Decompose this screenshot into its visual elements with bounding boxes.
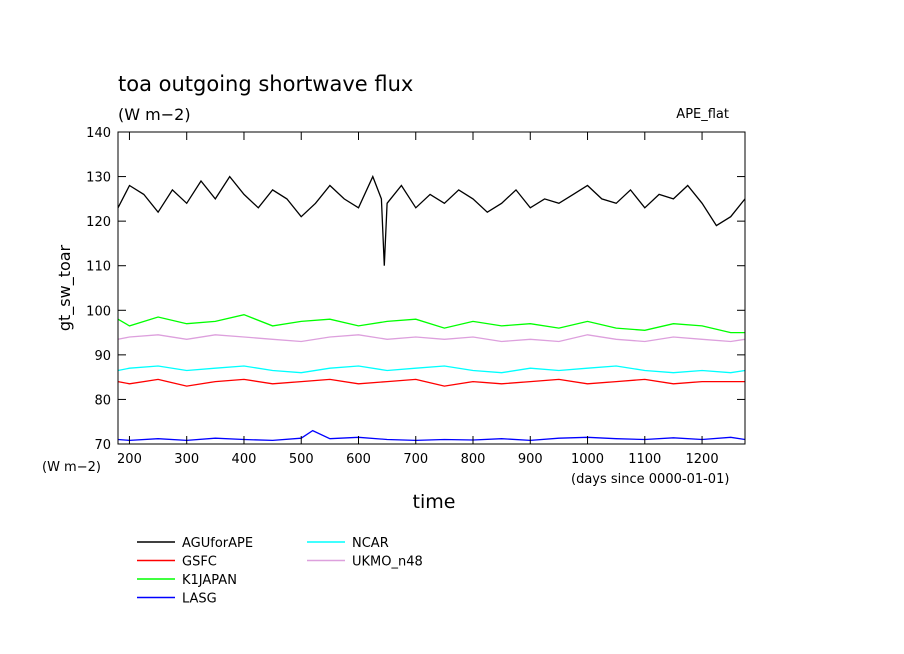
series-line-0 bbox=[117, 174, 746, 266]
series-line-5 bbox=[117, 334, 746, 343]
legend-label: GSFC bbox=[182, 555, 217, 570]
y-tick-label: 140 bbox=[86, 126, 111, 141]
x-unit-label: (days since 0000-01-01) bbox=[571, 472, 729, 487]
x-tick-label: 1200 bbox=[686, 452, 719, 467]
y-tick-label: 100 bbox=[86, 304, 111, 319]
x-tick-label: 600 bbox=[346, 452, 371, 467]
series-group bbox=[117, 174, 746, 442]
y-tick-label: 120 bbox=[86, 215, 111, 230]
series-line-3 bbox=[117, 429, 746, 442]
x-tick-label: 1100 bbox=[628, 452, 661, 467]
x-axis-label: time bbox=[413, 491, 456, 513]
legend-label: NCAR bbox=[352, 536, 389, 551]
series-line-1 bbox=[117, 378, 745, 387]
y-tick-label: 70 bbox=[94, 438, 111, 453]
y-tick-label: 90 bbox=[94, 349, 111, 364]
legend-label: K1JAPAN bbox=[182, 573, 237, 588]
x-tick-label: 500 bbox=[289, 452, 314, 467]
y-tick-label: 130 bbox=[86, 171, 111, 186]
legend-label: UKMO_n48 bbox=[352, 555, 423, 570]
y-axis-label: gt_sw_toar bbox=[55, 244, 75, 331]
tick-group: 200 300 400 500 600 700 800 900 1000 1100 1200 70 80… bbox=[86, 126, 745, 467]
y-tick-label: 110 bbox=[86, 260, 111, 275]
legend: AGUforAPE GSFC K1JAPAN LASG NCAR UKMO_n48 bbox=[137, 536, 423, 607]
x-tick-label: 800 bbox=[461, 452, 486, 467]
legend-label: LASG bbox=[182, 592, 217, 607]
chart-title: toa outgoing shortwave flux bbox=[118, 72, 413, 96]
x-tick-label: 300 bbox=[174, 452, 199, 467]
x-tick-label: 700 bbox=[403, 452, 428, 467]
chart-subtitle: (W m−2) bbox=[118, 105, 191, 124]
x-tick-label: 400 bbox=[232, 452, 257, 467]
legend-label: AGUforAPE bbox=[182, 536, 253, 551]
series-line-4 bbox=[117, 365, 746, 374]
y-unit-label: (W m−2) bbox=[42, 460, 101, 475]
x-tick-label: 900 bbox=[518, 452, 543, 467]
x-tick-label: 1000 bbox=[571, 452, 604, 467]
plot-frame bbox=[117, 131, 746, 445]
x-tick-label: 200 bbox=[117, 452, 142, 467]
series-line-2 bbox=[117, 314, 745, 334]
y-tick-label: 80 bbox=[94, 393, 111, 408]
dataset-label: APE_flat bbox=[676, 107, 729, 122]
